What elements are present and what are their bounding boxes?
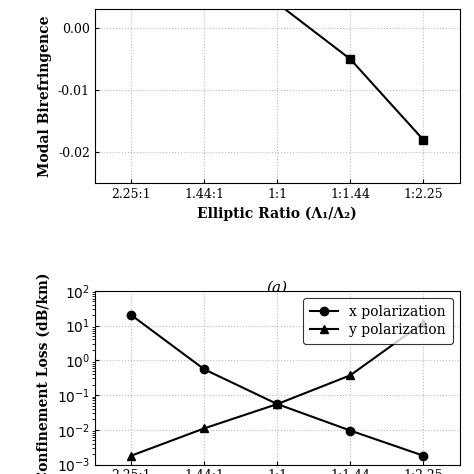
x polarization [201, 366, 207, 372]
x polarization [420, 453, 426, 458]
x polarization [274, 401, 280, 407]
X-axis label: Elliptic Ratio (Λ₁/Λ₂): Elliptic Ratio (Λ₁/Λ₂) [197, 207, 357, 221]
y polarization [201, 426, 207, 431]
Legend: x polarization, y polarization: x polarization, y polarization [303, 298, 453, 344]
Line: x polarization: x polarization [127, 311, 428, 460]
Line: y polarization: y polarization [127, 319, 428, 460]
Text: (a): (a) [267, 281, 288, 294]
x polarization [128, 312, 134, 318]
y polarization [128, 453, 134, 458]
x polarization [347, 428, 353, 433]
y polarization [420, 320, 426, 326]
Y-axis label: Confinement Loss (dB/km): Confinement Loss (dB/km) [37, 273, 51, 474]
Y-axis label: Modal Birefringence: Modal Birefringence [38, 16, 53, 177]
y polarization [347, 373, 353, 378]
y polarization [274, 401, 280, 407]
